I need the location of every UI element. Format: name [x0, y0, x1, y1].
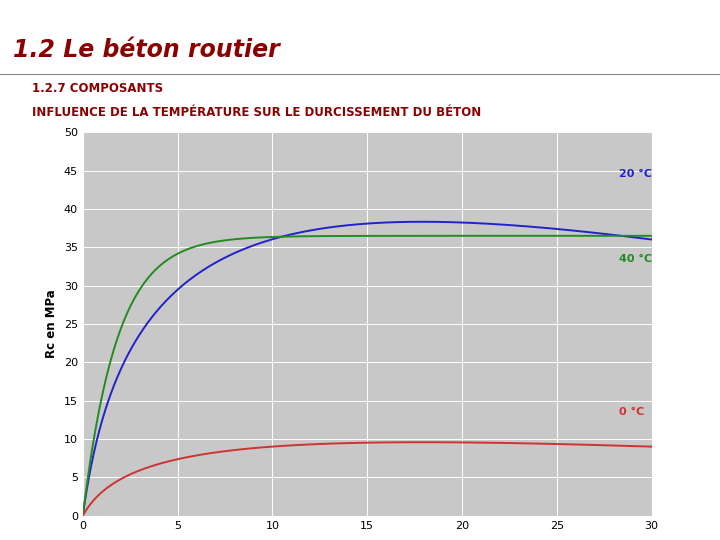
X-axis label: JOURS: JOURS [343, 539, 392, 540]
Text: 1.2 Le béton routier: 1.2 Le béton routier [13, 38, 279, 62]
Text: 40 °C: 40 °C [619, 254, 652, 264]
Text: INFLUENCE DE LA TEMPÉRATURE SUR LE DURCISSEMENT DU BÉTON: INFLUENCE DE LA TEMPÉRATURE SUR LE DURCI… [32, 106, 482, 119]
Text: SESSION 1 > Normalisation et bases de dimensionnement: SESSION 1 > Normalisation et bases de di… [9, 10, 347, 21]
Y-axis label: Rc en MPa: Rc en MPa [45, 289, 58, 359]
Text: 0 °C: 0 °C [619, 407, 644, 417]
Text: 1.2.7 COMPOSANTS: 1.2.7 COMPOSANTS [32, 82, 163, 95]
Text: 20 °C: 20 °C [619, 170, 652, 179]
